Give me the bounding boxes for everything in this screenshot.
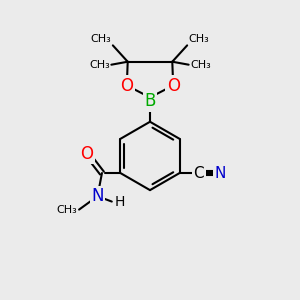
Text: H: H <box>114 195 124 208</box>
Text: N: N <box>91 187 104 205</box>
Text: CH₃: CH₃ <box>91 34 111 44</box>
Text: CH₃: CH₃ <box>190 60 211 70</box>
Text: CH₃: CH₃ <box>189 34 209 44</box>
Text: CH₃: CH₃ <box>89 60 110 70</box>
Text: C: C <box>194 166 204 181</box>
Text: O: O <box>120 76 133 94</box>
Text: CH₃: CH₃ <box>57 205 78 214</box>
Text: O: O <box>81 145 94 163</box>
Text: N: N <box>214 166 225 181</box>
Text: B: B <box>144 92 156 110</box>
Text: O: O <box>167 76 180 94</box>
